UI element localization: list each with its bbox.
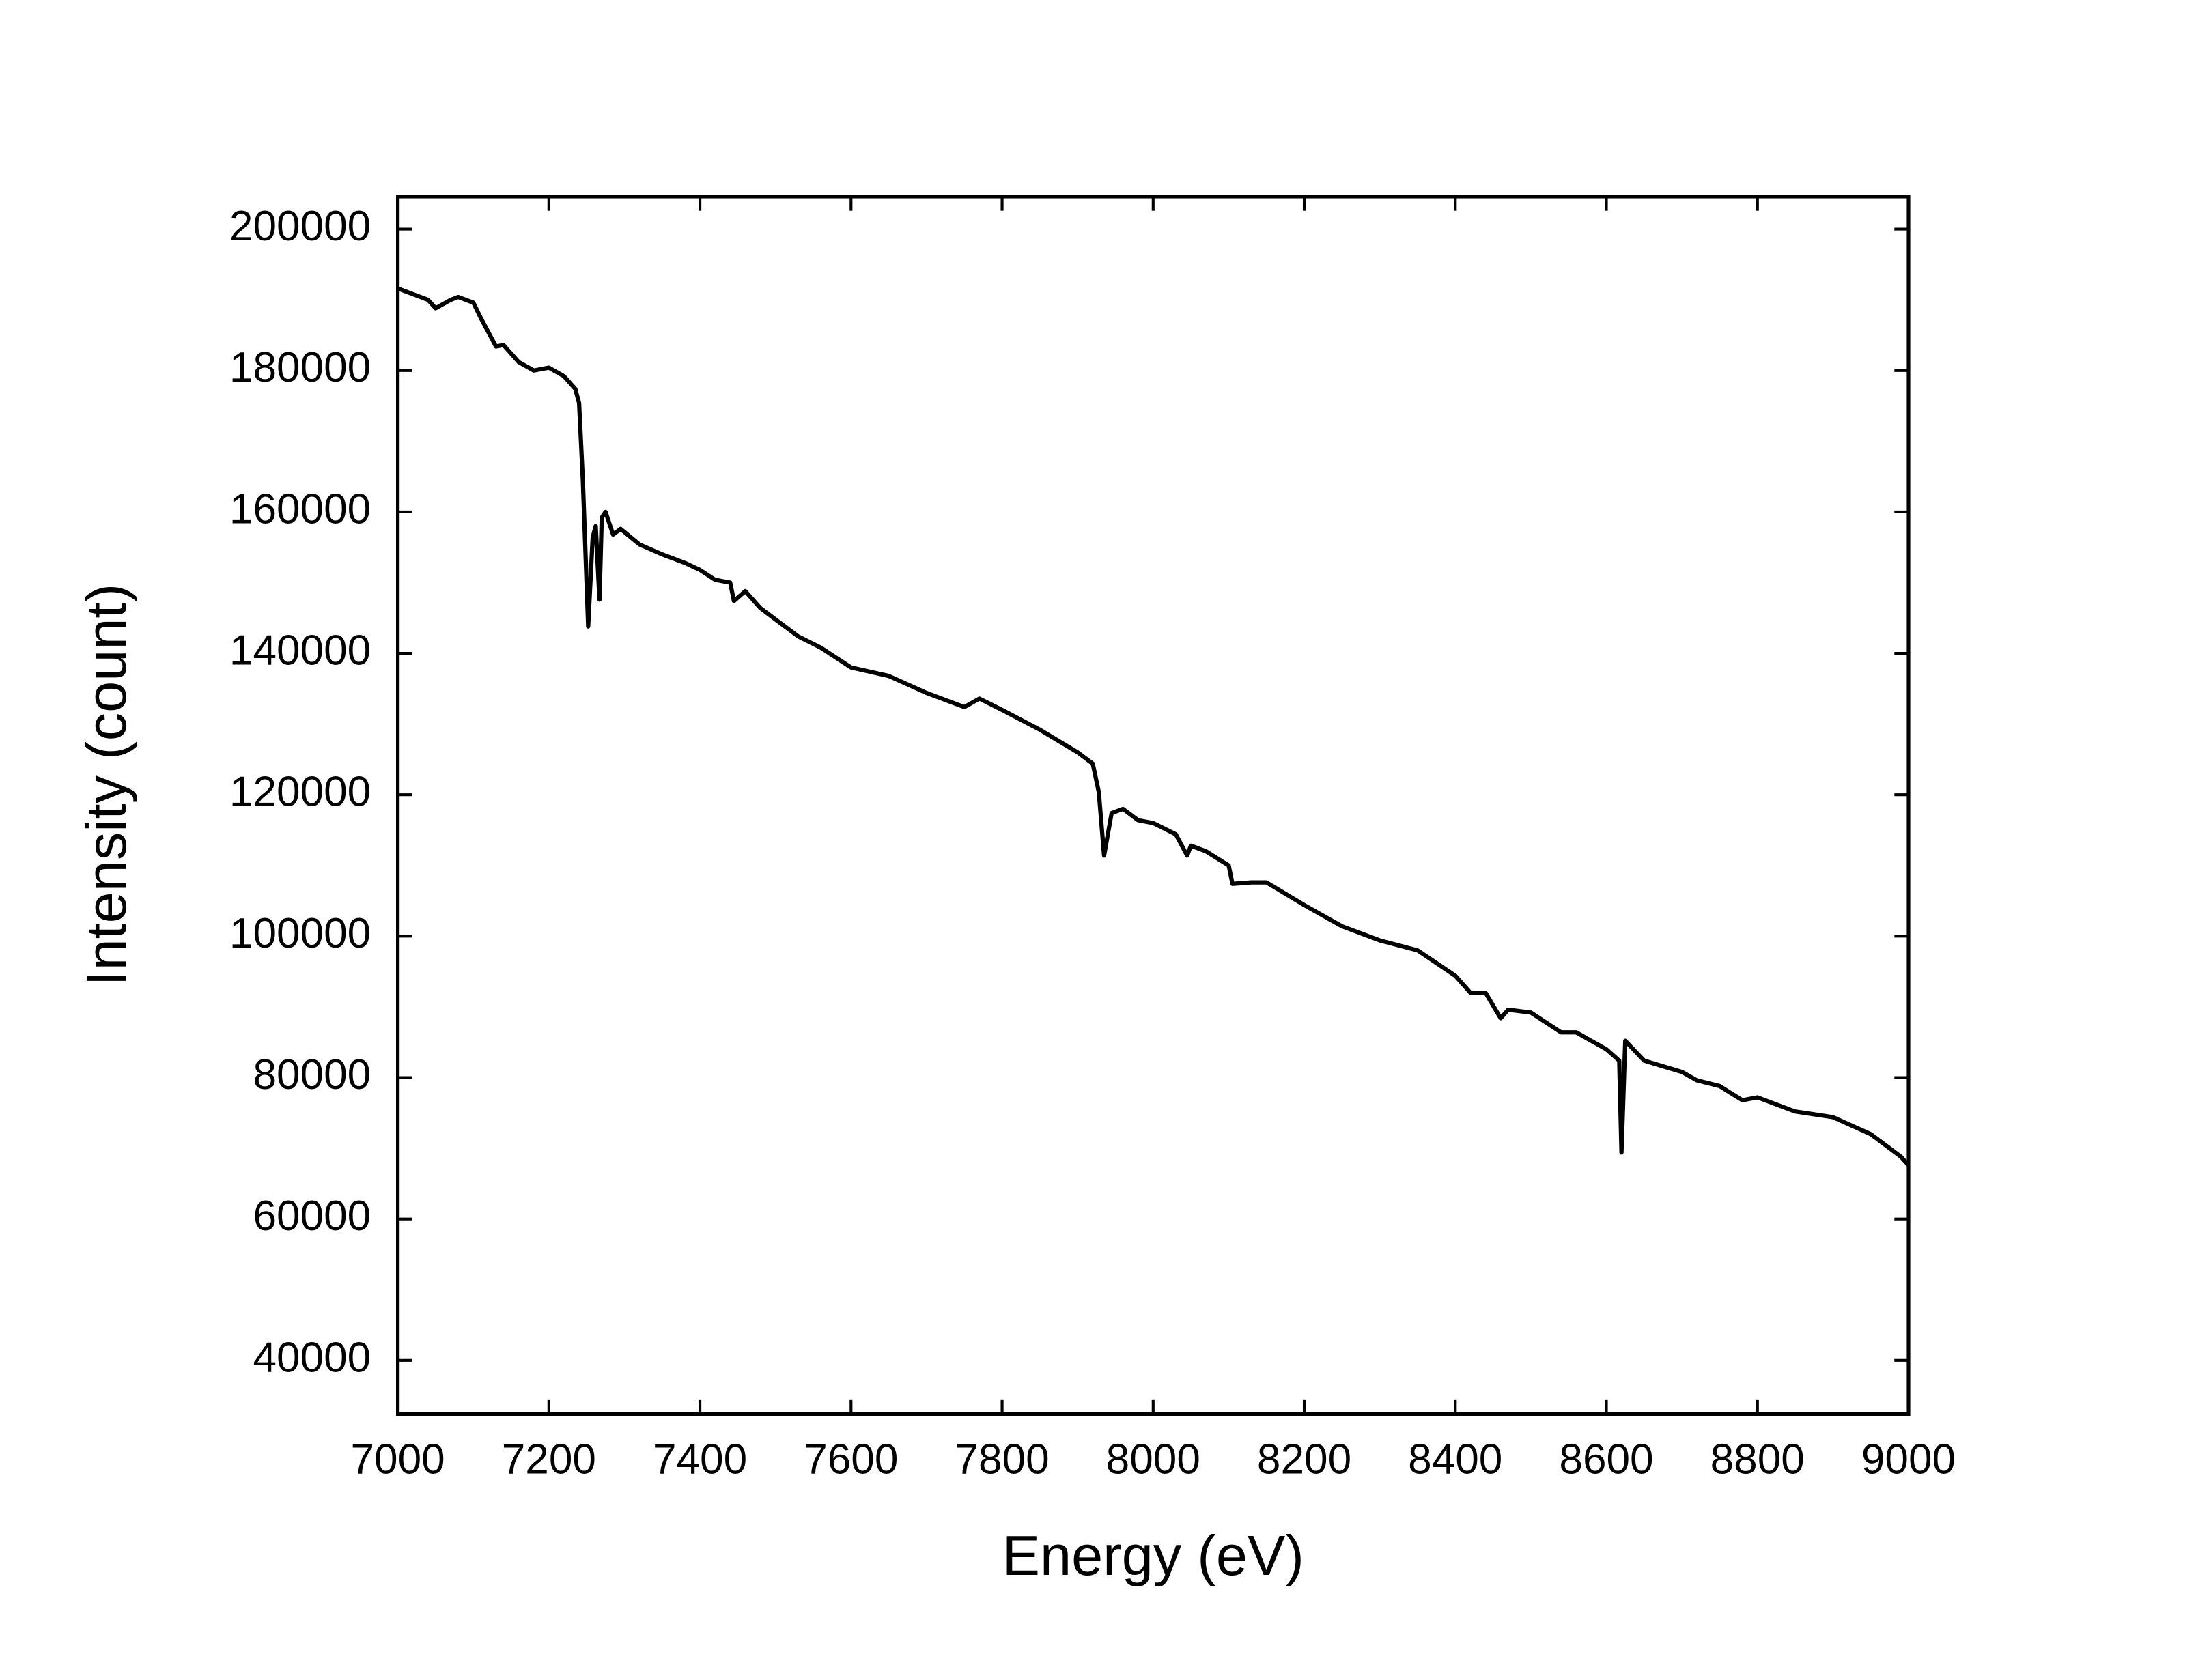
y-tick-label: 80000 (253, 1051, 371, 1098)
y-axis-label: Intensity (count) (74, 584, 138, 986)
x-tick-label: 8400 (1408, 1436, 1502, 1483)
x-axis-label: Energy (eV) (1002, 1524, 1304, 1587)
x-tick-label: 8200 (1257, 1436, 1351, 1483)
y-tick-label: 60000 (253, 1193, 371, 1240)
y-tick-label: 100000 (229, 910, 371, 957)
y-tick-label: 200000 (229, 203, 371, 250)
x-tick-label: 8000 (1106, 1436, 1200, 1483)
x-tick-label: 7600 (804, 1436, 898, 1483)
y-tick-label: 40000 (253, 1334, 371, 1381)
x-tick-label: 8600 (1559, 1436, 1653, 1483)
y-tick-label: 160000 (229, 485, 371, 532)
x-tick-label: 9000 (1861, 1436, 1956, 1483)
x-tick-label: 7000 (350, 1436, 445, 1483)
data-line (397, 286, 1911, 1167)
x-tick-label: 7200 (502, 1436, 596, 1483)
plot-frame (395, 195, 1911, 1416)
x-tick-label: 7400 (653, 1436, 747, 1483)
y-tick-label: 180000 (229, 344, 371, 391)
y-tick-label: 140000 (229, 627, 371, 674)
y-tick-label: 120000 (229, 769, 371, 816)
x-tick-label: 7800 (955, 1436, 1049, 1483)
x-tick-label: 8800 (1711, 1436, 1805, 1483)
